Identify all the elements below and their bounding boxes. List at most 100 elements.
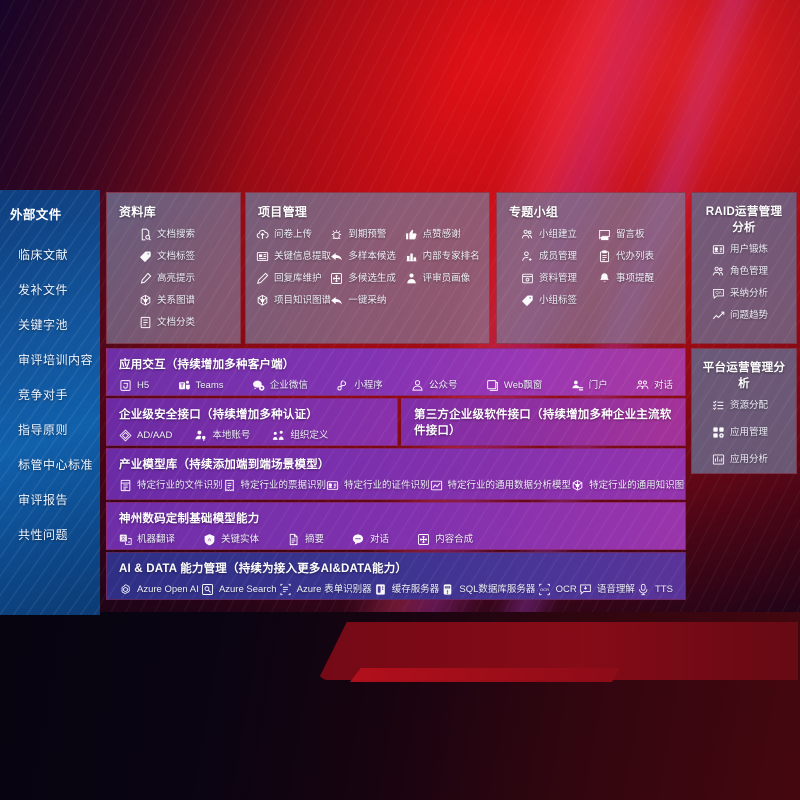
group-item-group-tag[interactable]: 小组标签: [521, 294, 598, 307]
person-key-icon: [194, 429, 207, 442]
expand-grid-icon: [330, 272, 343, 285]
raid-item-label: 采纳分析: [730, 287, 769, 299]
row-ai-data-title: AI & DATA 能力管理（持续为接入更多AI&DATA能力）: [119, 563, 408, 575]
interact-item-teams[interactable]: Teams: [178, 379, 223, 392]
row-app-interaction: 应用交互（持续增加多种客户端） H5 Teams 企业微信 小程序: [106, 348, 686, 396]
sidebar-item-review-training[interactable]: 审评培训内容: [18, 353, 94, 367]
people-group-icon: [712, 265, 725, 278]
highlight-pen-icon: [139, 272, 152, 285]
sidebar-item-standards-center[interactable]: 标管中心标准: [18, 458, 94, 472]
sidebar-item-competitors[interactable]: 竞争对手: [18, 388, 69, 402]
receipt-icon: [223, 479, 236, 492]
platform-item-label: 应用分析: [730, 453, 769, 465]
project-item-multi-candidate[interactable]: 多候选生成: [330, 272, 404, 285]
arrow-left-icon: [330, 294, 343, 307]
project-item-one-click-adopt[interactable]: 一键采纳: [330, 294, 404, 307]
tts-icon: [637, 583, 650, 596]
row-base-model-title: 神州数码定制基础模型能力: [119, 513, 260, 525]
card-raid-items: 用户锻炼 角色管理 QA 采纳分析 问题趋势: [702, 243, 786, 331]
interact-item-web-popup[interactable]: Web飘窗: [486, 379, 542, 392]
base-model-item-dialogue[interactable]: 对话: [352, 533, 389, 546]
card-library: 资料库 文档搜索 文档标签 高亮提示 关系图谱: [106, 192, 241, 344]
project-item-expiry-alert[interactable]: 到期预警: [330, 228, 404, 241]
grid-settings-icon: [712, 426, 725, 439]
interact-item-miniprogram[interactable]: 小程序: [336, 379, 383, 392]
search-box-icon: [201, 583, 214, 596]
project-item-survey-upload[interactable]: 问卷上传: [256, 228, 330, 241]
interact-item-h5[interactable]: H5: [119, 379, 149, 392]
raid-item-issue-trend[interactable]: 问题趋势: [712, 309, 786, 322]
group-item-reminder[interactable]: 事项提醒: [598, 272, 675, 285]
ai-item-form-recognizer[interactable]: Azure 表单识别器: [279, 583, 372, 596]
base-model-item-content-synthesis[interactable]: 内容合成: [417, 533, 473, 546]
model-item-id-recognition[interactable]: 特定行业的证件识别: [326, 479, 430, 492]
security-item-ad-aad[interactable]: AD/AAD: [119, 429, 172, 442]
project-item-knowledge-graph[interactable]: 项目知识图谱: [256, 294, 332, 307]
message-board-icon: [598, 228, 611, 241]
group-item-member-manage[interactable]: 成员管理: [521, 250, 598, 263]
interact-item-dialogue[interactable]: 对话: [636, 379, 673, 392]
row-ai-data-capability: AI & DATA 能力管理（持续为接入更多AI&DATA能力） Azure O…: [106, 552, 686, 600]
raid-item-role-manage[interactable]: 角色管理: [712, 265, 786, 278]
library-item-highlight[interactable]: 高亮提示: [139, 272, 230, 285]
group-item-todo-list[interactable]: 代办列表: [598, 250, 675, 263]
web-popup-icon: [486, 379, 499, 392]
project-item-label: 项目知识图谱: [274, 294, 332, 306]
ai-item-tts[interactable]: TTS: [637, 583, 673, 596]
project-item-label: 多候选生成: [348, 272, 396, 284]
project-item-key-info-extract[interactable]: 关键信息提取: [256, 250, 331, 263]
sidebar-item-keyword-pool[interactable]: 关键字池: [18, 318, 69, 332]
model-item-file-recognition[interactable]: 特定行业的文件识别: [119, 479, 223, 492]
row-security-title: 企业级安全接口（持续增加多种认证）: [119, 409, 318, 421]
interact-item-portal[interactable]: 门户: [571, 379, 608, 392]
platform-item-app-manage[interactable]: 应用管理: [712, 426, 786, 439]
platform-item-resource-allocation[interactable]: 资源分配: [712, 399, 786, 412]
project-item-thanks[interactable]: 点赞感谢: [405, 228, 479, 241]
interact-item-official-account[interactable]: 公众号: [411, 379, 458, 392]
group-item-material-manage[interactable]: 资料管理: [521, 272, 598, 285]
interact-item-wechat-work[interactable]: 企业微信: [252, 379, 308, 392]
model-item-knowledge-graph[interactable]: 特定行业的通用知识图谱模型: [571, 479, 685, 492]
library-item-graph[interactable]: 关系图谱: [139, 294, 230, 307]
raid-item-user-training[interactable]: 用户锻炼: [712, 243, 786, 256]
ai-item-cache-server[interactable]: 缓存服务器: [374, 583, 439, 596]
graph-node-icon: [256, 294, 269, 307]
sidebar-item-review-report[interactable]: 审评报告: [18, 493, 69, 507]
base-model-item-key-entity[interactable]: A 关键实体: [203, 533, 259, 546]
ai-item-sql-server[interactable]: SQL SQL数据库服务器: [441, 583, 535, 596]
cache-server-icon: [374, 583, 387, 596]
project-item-reply-library[interactable]: 回复库维护: [256, 272, 330, 285]
library-item-doc-classify[interactable]: 文档分类: [139, 316, 230, 329]
base-model-item-summary[interactable]: 摘要: [287, 533, 324, 546]
sidebar-item-supplement-file[interactable]: 发补文件: [18, 283, 69, 297]
card-library-title: 资料库: [119, 205, 156, 219]
model-item-data-analysis[interactable]: 特定行业的通用数据分析模型: [430, 479, 571, 492]
ai-item-azure-search[interactable]: Azure Search: [201, 583, 277, 596]
project-item-expert-ranking[interactable]: 内部专家排名: [405, 250, 480, 263]
sidebar-item-clinical-literature[interactable]: 临床文献: [18, 248, 69, 262]
ai-item-azure-openai[interactable]: Azure Open AI: [119, 583, 199, 596]
group-item-message-board[interactable]: 留言板: [598, 228, 675, 241]
reply-arrow-icon: [330, 250, 343, 263]
library-item-doc-search[interactable]: 文档搜索: [139, 228, 230, 241]
sidebar-item-guidelines[interactable]: 指导原则: [18, 423, 69, 437]
third-party-item-api-designer[interactable]: API自动化设计器: [424, 445, 514, 446]
security-item-org-definition[interactable]: 组织定义: [272, 429, 328, 442]
group-item-create[interactable]: 小组建立: [521, 228, 598, 241]
row-security-items: AD/AAD 本地账号 组织定义: [119, 429, 385, 445]
model-item-label: 特定行业的通用知识图谱模型: [589, 479, 685, 491]
project-item-multi-sample[interactable]: 多样本候选: [330, 250, 404, 263]
group-item-label: 成员管理: [539, 250, 578, 262]
library-item-doc-tag[interactable]: 文档标签: [139, 250, 230, 263]
official-account-icon: [411, 379, 424, 392]
ai-item-label: Azure Open AI: [137, 583, 199, 595]
security-item-local-account[interactable]: 本地账号: [194, 429, 250, 442]
platform-item-app-analysis[interactable]: 应用分析: [712, 453, 786, 466]
ai-item-ocr[interactable]: OCR OCR: [538, 583, 577, 596]
project-item-reviewer-profile[interactable]: 评审员画像: [405, 272, 479, 285]
sidebar-item-common-issues[interactable]: 共性问题: [18, 528, 69, 542]
raid-item-adoption-analysis[interactable]: QA 采纳分析: [712, 287, 786, 300]
ai-item-speech-understanding[interactable]: 语音理解: [579, 583, 635, 596]
model-item-receipt-recognition[interactable]: 特定行业的票据识别: [223, 479, 326, 492]
